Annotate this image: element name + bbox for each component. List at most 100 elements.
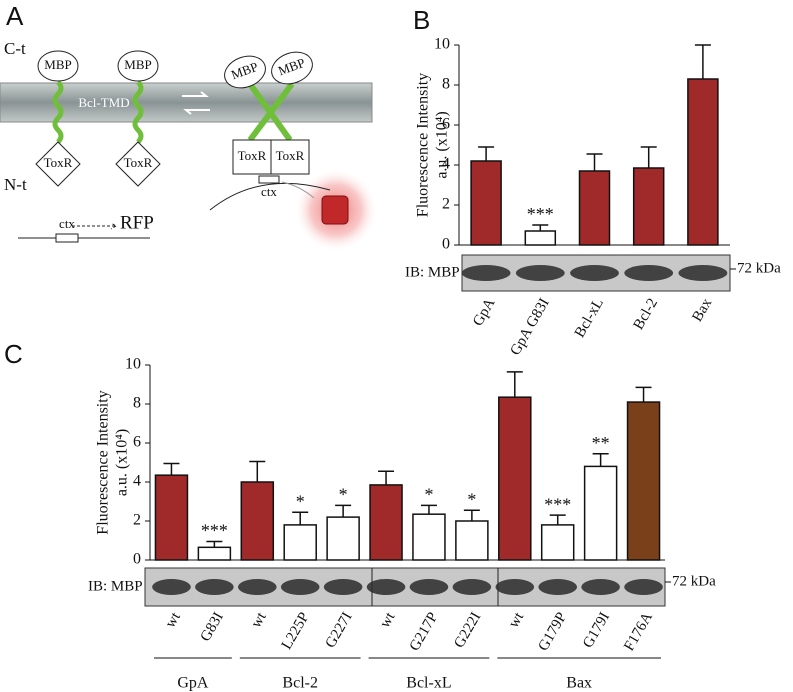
y-tick-label: 4: [442, 156, 450, 173]
blot-label: IB: MBP: [88, 578, 143, 594]
bar: [455, 520, 489, 561]
promoter-arrow: [72, 222, 118, 230]
bar: [283, 524, 317, 561]
mbp-shape: [37, 50, 79, 82]
terminus-label: N-t: [4, 175, 27, 194]
blot-label: IB: MBP: [405, 264, 460, 280]
x-tick-label: G179P: [535, 610, 570, 654]
y-axis-label: Fluorescence Intensity: [95, 390, 112, 534]
blot-band: [409, 579, 449, 595]
x-tick-label: Bcl-2: [631, 296, 662, 333]
group-label: GpA: [177, 675, 209, 692]
bar: [240, 481, 275, 561]
ctx-box: [55, 233, 79, 243]
blot-band: [515, 265, 565, 281]
marker-label: 72 kDa: [672, 573, 716, 589]
x-tick-label: wt: [377, 609, 399, 631]
y-tick-label: 2: [133, 512, 141, 529]
blot-band: [280, 579, 320, 595]
x-tick-label: G217P: [407, 610, 442, 654]
bar: [498, 396, 532, 561]
x-tick-label: Bax: [689, 295, 715, 324]
blot-band: [678, 265, 728, 281]
bar: [583, 465, 618, 561]
x-tick-label: G222I: [451, 610, 484, 651]
group-label: Bax: [566, 675, 592, 692]
y-tick-label: 0: [442, 236, 450, 253]
bar: [197, 546, 232, 561]
ctx-label: ctx: [59, 216, 75, 231]
blot-band: [237, 579, 277, 595]
y-tick-label: 10: [125, 356, 141, 373]
panel-label: C: [4, 339, 23, 369]
blot-band: [195, 579, 234, 595]
schematic: C-t N-t MBP MBP MBP MBP Bcl-TMD ToxR Tox…: [0, 39, 378, 252]
y-tick-label: 6: [442, 116, 450, 133]
blot-band: [495, 579, 535, 595]
toxr-label: ToxR: [276, 148, 305, 163]
helix: [247, 82, 295, 142]
blot-band: [323, 579, 363, 595]
blot-band: [624, 265, 674, 281]
y-axis-label: a.u. (x10⁴): [114, 429, 131, 496]
mbp-shape: [224, 55, 266, 89]
terminus-label: C-t: [4, 39, 26, 58]
significance: ***: [544, 494, 571, 514]
equilibrium-arrows: [182, 91, 210, 115]
bar: [524, 230, 557, 246]
significance: *: [296, 491, 305, 511]
mbp-label: MBP: [44, 57, 71, 72]
toxr-label: ToxR: [238, 148, 267, 163]
significance: *: [467, 489, 476, 509]
y-axis-label: Fluorescence Intensity: [415, 73, 432, 217]
blot-band: [152, 579, 191, 595]
reporter-label: RFP: [120, 212, 154, 233]
significance: *: [424, 485, 433, 505]
marker-label: 72 kDa: [737, 260, 781, 276]
y-tick-label: 8: [133, 395, 141, 412]
toxr-shape: [35, 141, 161, 187]
x-tick-label: wt: [163, 609, 185, 631]
y-tick-label: 0: [133, 551, 141, 568]
group-label: Bcl-xL: [406, 675, 451, 692]
significance: *: [339, 485, 348, 505]
blot-band: [624, 579, 663, 595]
toxr-label: ToxR: [44, 155, 73, 170]
y-tick-label: 2: [442, 196, 450, 213]
x-tick-label: L225P: [279, 610, 313, 653]
group-label: Bcl-2: [282, 675, 318, 692]
bar: [578, 170, 611, 246]
y-tick-label: 10: [434, 36, 450, 53]
tmd-label: Bcl-TMD: [78, 95, 129, 110]
helix: [52, 80, 144, 144]
bar: [412, 513, 446, 561]
bar: [632, 167, 665, 246]
bar: [154, 474, 189, 561]
x-tick-label: wt: [248, 609, 270, 631]
blot-band: [538, 579, 578, 595]
bar: [369, 484, 403, 561]
significance: **: [592, 433, 610, 453]
dna: [209, 182, 331, 211]
x-tick-label: G83I: [198, 610, 227, 645]
x-tick-label: GpA G83I: [507, 296, 552, 358]
rfp-protein: [321, 195, 349, 225]
bar: [626, 401, 661, 561]
x-tick-label: wt: [506, 609, 528, 631]
x-tick-label: G227I: [323, 610, 356, 651]
bar: [540, 524, 575, 561]
mbp-label: MBP: [124, 57, 151, 72]
toxr-label: ToxR: [124, 155, 153, 170]
blot-band: [366, 579, 406, 595]
blot-band: [452, 579, 492, 595]
y-tick-label: 6: [133, 434, 141, 451]
y-tick-label: 4: [133, 473, 141, 490]
significance: ***: [527, 204, 554, 224]
mbp-shape: [117, 50, 159, 82]
toxr-box: [270, 139, 310, 175]
mbp-shape: [271, 51, 313, 85]
panel-label: B: [413, 5, 430, 35]
bar: [326, 516, 360, 561]
y-tick-label: 8: [442, 76, 450, 93]
